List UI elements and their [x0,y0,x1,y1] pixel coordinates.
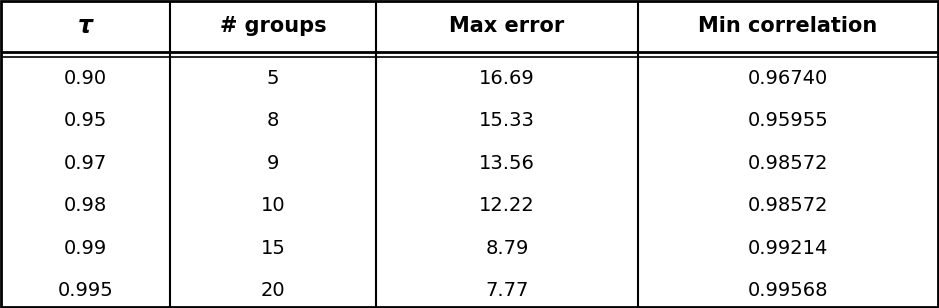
Text: 0.99: 0.99 [64,239,107,258]
Text: 0.95: 0.95 [64,111,107,130]
Text: 15: 15 [260,239,285,258]
Text: 0.96740: 0.96740 [747,69,828,88]
Text: 0.97: 0.97 [64,154,107,173]
Text: 7.77: 7.77 [485,281,529,300]
Text: # groups: # groups [220,16,326,36]
Text: Max error: Max error [450,16,564,36]
Text: 10: 10 [261,196,285,215]
Text: 16.69: 16.69 [479,69,535,88]
Text: 12.22: 12.22 [479,196,535,215]
Text: 0.98572: 0.98572 [747,154,828,173]
Text: 8: 8 [267,111,279,130]
Text: 20: 20 [261,281,285,300]
Text: 0.98: 0.98 [64,196,107,215]
Text: 8.79: 8.79 [485,239,529,258]
Text: 13.56: 13.56 [479,154,535,173]
Text: 0.99214: 0.99214 [747,239,828,258]
Text: 15.33: 15.33 [479,111,535,130]
Text: 0.90: 0.90 [64,69,107,88]
Text: 0.95955: 0.95955 [747,111,828,130]
Text: 0.995: 0.995 [58,281,114,300]
Text: 0.99568: 0.99568 [747,281,828,300]
Text: 0.98572: 0.98572 [747,196,828,215]
Text: Min correlation: Min correlation [699,16,877,36]
Text: 5: 5 [267,69,279,88]
Text: τ: τ [78,14,93,38]
Text: 9: 9 [267,154,279,173]
